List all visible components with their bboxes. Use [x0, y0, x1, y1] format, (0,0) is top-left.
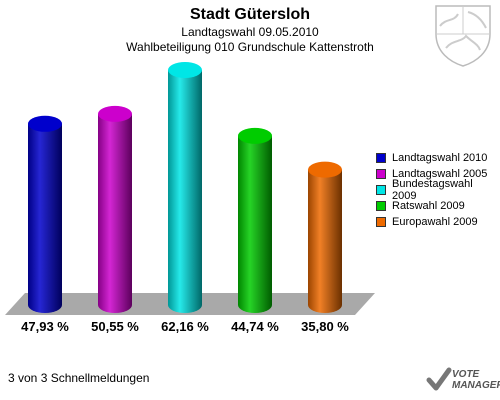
legend-swatch [376, 153, 386, 163]
bar-1 [28, 115, 62, 313]
bar-3 [168, 62, 202, 313]
bar-2 [98, 105, 132, 314]
bar-body [238, 135, 272, 313]
legend-swatch [376, 185, 386, 195]
value-label: 35,80 % [301, 319, 349, 334]
legend-label: Landtagswahl 2010 [392, 152, 488, 164]
legend-label: Ratswahl 2009 [392, 200, 465, 212]
value-label: 47,93 % [21, 319, 69, 334]
legend-label: Bundestagswahl 2009 [391, 178, 473, 202]
value-label: 50,55 % [91, 319, 139, 334]
value-label: 62,16 % [161, 319, 209, 334]
logo-line-2: MANAGER [452, 380, 500, 391]
checkmark-icon [426, 367, 452, 391]
legend-swatch [376, 201, 386, 211]
value-label: 44,74 % [231, 319, 279, 334]
bar-body [308, 169, 342, 313]
bar-cap [28, 115, 62, 132]
legend-label: Europawahl 2009 [392, 216, 478, 228]
bar-5 [308, 161, 342, 313]
legend-label: Landtagswahl 2005 [392, 168, 488, 180]
bar-body [28, 123, 62, 313]
legend-swatch [376, 217, 386, 227]
chart-subtitle-2: Wahlbeteiligung 010 Grundschule Kattenst… [126, 40, 374, 54]
bar-cap [168, 62, 202, 78]
coat-of-arms-icon [435, 5, 491, 67]
chart-legend: Landtagswahl 2010 Landtagswahl 2005 Bundes… [376, 150, 500, 230]
legend-swatch [376, 169, 386, 179]
bar-cap [98, 105, 132, 122]
logo-line-1: VOTE [452, 369, 480, 380]
bar-body [168, 70, 202, 313]
vote-manager-logo: VOTE MANAGER [452, 369, 500, 391]
bar-cap [238, 127, 272, 144]
footer-text: 3 von 3 Schnellmeldungen [8, 371, 150, 385]
legend-item: Ratswahl 2009 [376, 198, 500, 214]
chart-subtitle: Landtagswahl 09.05.2010 [181, 25, 319, 39]
legend-item: Landtagswahl 2005 [376, 166, 500, 182]
bar-4 [238, 127, 272, 313]
legend-item: Landtagswahl 2010 [376, 150, 500, 166]
chart-title: Stadt Gütersloh [189, 6, 310, 23]
legend-item: Bundestagswahl 2009 [376, 178, 500, 202]
legend-item: Europawahl 2009 [376, 214, 500, 230]
bar-body [98, 113, 132, 314]
bar-cap [308, 161, 342, 178]
